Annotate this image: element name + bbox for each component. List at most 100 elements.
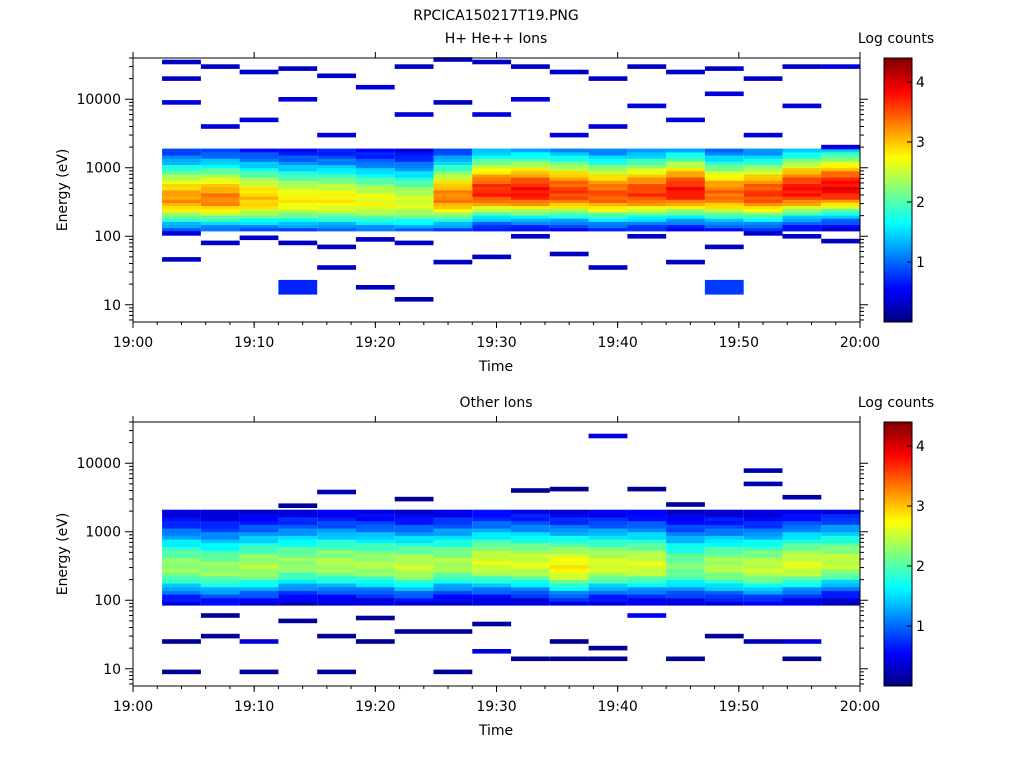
- heatmap-cell: [666, 656, 705, 662]
- heatmap-cell: [278, 199, 318, 203]
- y-tick-label: 100: [94, 593, 121, 609]
- heatmap-cell: [511, 542, 550, 547]
- heatmap-cell: [782, 583, 822, 588]
- heatmap-cell: [588, 183, 628, 188]
- heatmap-cell: [588, 553, 628, 558]
- heatmap-cell: [627, 218, 667, 222]
- heatmap-cell: [511, 524, 550, 529]
- heatmap-cell: [239, 161, 279, 165]
- heatmap-cell: [666, 177, 705, 181]
- colorbar-swatch: [884, 207, 912, 211]
- colorbar-swatch: [884, 148, 912, 151]
- heatmap-cell: [704, 590, 744, 595]
- heatmap-cell: [433, 148, 473, 153]
- colorbar-swatch: [884, 262, 912, 266]
- heatmap-cell: [821, 202, 860, 207]
- heatmap-cell: [472, 199, 512, 203]
- y-axis-label: Energy (eV): [55, 513, 71, 596]
- colorbar-swatch: [884, 106, 912, 109]
- colorbar-tick-label: 3: [916, 499, 925, 515]
- heatmap-cell: [511, 218, 550, 222]
- heatmap-cell: [666, 579, 705, 584]
- heatmap-cell: [511, 164, 550, 169]
- heatmap-cell: [511, 564, 550, 569]
- heatmap-cell: [278, 590, 318, 595]
- heatmap-cell: [278, 564, 318, 569]
- heatmap-cell: [666, 517, 705, 522]
- heatmap-cell: [162, 177, 201, 181]
- heatmap-cell: [200, 186, 240, 191]
- heatmap-cell: [200, 64, 240, 69]
- colorbar-swatch: [884, 569, 912, 572]
- colorbar-tick-label: 3: [916, 135, 925, 151]
- heatmap-cell: [821, 161, 860, 165]
- heatmap-cell: [588, 542, 628, 547]
- heatmap-cell: [433, 218, 473, 222]
- heatmap-cell: [472, 189, 512, 194]
- heatmap-cell: [782, 234, 822, 239]
- heatmap-cell: [511, 199, 550, 203]
- heatmap-cell: [704, 215, 744, 219]
- heatmap-cell: [200, 199, 240, 203]
- heatmap-cell: [511, 158, 550, 162]
- y-tick-label: 10: [103, 298, 121, 314]
- heatmap-cell: [317, 669, 356, 675]
- heatmap-cell: [317, 192, 356, 197]
- colorbar-swatch: [884, 615, 912, 619]
- heatmap-cell: [162, 100, 201, 105]
- heatmap-cell: [588, 517, 628, 522]
- heatmap-cell: [588, 520, 628, 525]
- x-tick-label: 19:50: [719, 335, 759, 351]
- heatmap-cell: [355, 158, 395, 162]
- heatmap-cell: [704, 575, 744, 580]
- colorbar-swatch: [884, 593, 912, 597]
- colorbar-swatch: [884, 95, 912, 98]
- heatmap-cell: [200, 568, 240, 573]
- heatmap-cell: [549, 486, 589, 492]
- heatmap-cell: [317, 155, 356, 159]
- heatmap-cell: [278, 594, 318, 599]
- heatmap-cell: [704, 583, 744, 588]
- colorbar-swatch: [884, 260, 912, 263]
- heatmap-cell: [472, 208, 512, 213]
- heatmap-cell: [782, 103, 822, 109]
- heatmap-cell: [355, 170, 395, 175]
- heatmap-cell: [666, 557, 705, 562]
- x-axis: 19:00 19:10 19:20 19:30 19:40 19:50 20:00: [113, 52, 880, 351]
- heatmap-cell: [394, 575, 434, 580]
- heatmap-cell: [821, 208, 860, 213]
- heatmap-cell: [278, 240, 318, 246]
- heatmap-cell: [588, 594, 628, 599]
- heatmap-cell: [627, 227, 667, 232]
- colorbar-swatch: [884, 282, 912, 285]
- colorbar-swatch: [884, 595, 912, 599]
- heatmap-cell: [821, 64, 860, 69]
- heatmap-cell: [627, 528, 667, 533]
- colorbar-swatch: [884, 93, 912, 96]
- heatmap-cell: [782, 542, 822, 547]
- heatmap-cell: [355, 564, 395, 569]
- heatmap-cell: [782, 151, 822, 156]
- heatmap-cell: [627, 513, 667, 518]
- heatmap-cell: [743, 231, 783, 236]
- heatmap-cell: [394, 517, 434, 522]
- heatmap-cell: [317, 531, 356, 536]
- heatmap-cell: [394, 158, 434, 162]
- heatmap-cell: [627, 542, 667, 547]
- heatmap-cell: [627, 524, 667, 529]
- heatmap-cell: [433, 259, 473, 265]
- heatmap-cell: [472, 621, 512, 627]
- heatmap-cell: [433, 227, 473, 232]
- heatmap-cell: [200, 557, 240, 562]
- heatmap-cell: [239, 199, 279, 203]
- heatmap-cell: [511, 488, 550, 493]
- heatmap-cell: [549, 208, 589, 213]
- heatmap-cell: [394, 586, 434, 591]
- heatmap-cell: [355, 513, 395, 518]
- y-axis: 10 100 1000 10000: [76, 421, 868, 685]
- heatmap-cell: [511, 173, 550, 178]
- heatmap-cell: [704, 524, 744, 529]
- heatmap-cell: [200, 572, 240, 577]
- heatmap-cell: [394, 568, 434, 573]
- colorbar-swatch: [884, 571, 912, 575]
